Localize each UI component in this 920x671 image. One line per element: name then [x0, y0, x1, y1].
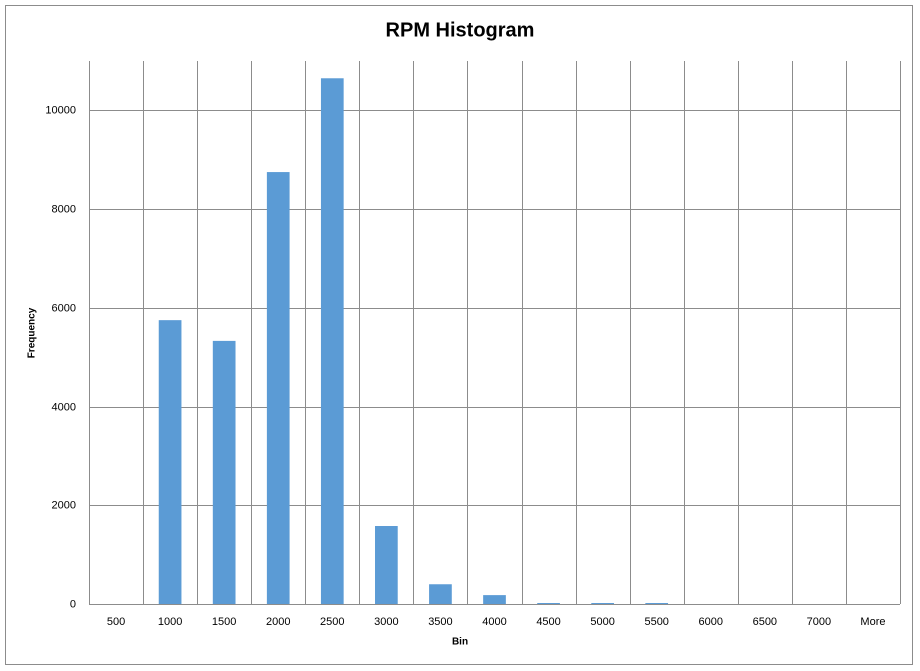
chart-title: RPM Histogram: [386, 19, 535, 41]
y-axis-title: Frequency: [27, 307, 38, 358]
y-tick-label: 4000: [52, 401, 76, 413]
x-tick-label: 4500: [536, 616, 560, 628]
x-tick-label: 6000: [699, 616, 723, 628]
bar: [537, 603, 560, 604]
bar: [158, 320, 182, 604]
x-tick-label: 1000: [158, 616, 182, 628]
y-tick-label: 6000: [52, 302, 76, 314]
x-tick-label: 4000: [482, 616, 506, 628]
bar: [320, 78, 344, 604]
x-tick-label: 500: [107, 616, 125, 628]
y-tick-label: 0: [70, 598, 76, 610]
x-tick-label: 5000: [590, 616, 614, 628]
x-tick-label: 3500: [428, 616, 452, 628]
bar: [645, 603, 669, 604]
bar: [266, 172, 290, 604]
bar: [212, 340, 236, 604]
bar: [375, 526, 398, 604]
x-tick-label: 1500: [212, 616, 236, 628]
x-axis-title: Bin: [452, 637, 468, 648]
x-tick-label: 7000: [807, 616, 831, 628]
y-tick-label: 2000: [52, 499, 76, 511]
bar: [483, 595, 506, 604]
x-tick-label: More: [860, 616, 885, 628]
x-tick-label: 3000: [374, 616, 398, 628]
y-tick-label: 8000: [52, 203, 76, 215]
chart-border: [5, 5, 913, 665]
bar: [591, 603, 614, 604]
x-tick-label: 5500: [644, 616, 668, 628]
x-tick-label: 2500: [320, 616, 344, 628]
x-tick-label: 2000: [266, 616, 290, 628]
y-tick-label: 10000: [45, 104, 76, 116]
bar: [429, 584, 452, 604]
x-tick-label: 6500: [753, 616, 777, 628]
